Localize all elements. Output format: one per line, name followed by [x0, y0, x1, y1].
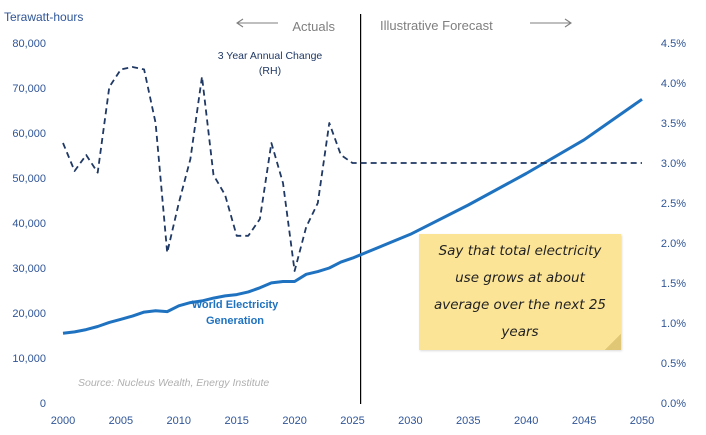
right-tick-label: 0.0%	[661, 398, 686, 410]
source-note: Source: Nucleus Wealth, Energy Institute	[78, 377, 269, 389]
x-tick-label: 2035	[456, 415, 480, 427]
x-tick-label: 2020	[282, 415, 306, 427]
left-tick-label: 0	[40, 398, 46, 410]
right-tick-label: 1.5%	[661, 278, 686, 290]
right-tick-label: 3.5%	[661, 118, 686, 130]
generation-series-label-line2: Generation	[206, 315, 264, 327]
three-year-change-line	[62, 66, 642, 272]
left-tick-label: 50,000	[12, 173, 46, 185]
right-tick-label: 0.5%	[661, 358, 686, 370]
x-tick-label: 2015	[224, 415, 248, 427]
actuals-arrow	[236, 18, 278, 28]
change-series-label-line1: 3 Year Annual Change	[218, 50, 323, 62]
right-tick-label: 4.0%	[661, 78, 686, 90]
change-series-label-line2: (RH)	[259, 65, 281, 77]
sticky-note: Say that total electricity use grows at …	[419, 234, 621, 350]
left-tick-label: 60,000	[12, 128, 46, 140]
forecast-label: Illustrative Forecast	[380, 18, 493, 33]
sticky-note-fold	[605, 334, 621, 350]
x-tick-label: 2045	[572, 415, 596, 427]
left-tick-label: 30,000	[12, 263, 46, 275]
world-generation-line	[62, 98, 643, 335]
x-tick-label: 2000	[51, 415, 75, 427]
x-axis-ticks: 2000 2005 2010 2015 2020 2025 2030 2035 2040 2045…	[51, 415, 654, 427]
actuals-label: Actuals	[292, 19, 335, 34]
sticky-note-text: Say that total electricity use grows at …	[433, 243, 606, 340]
left-tick-label: 20,000	[12, 308, 46, 320]
right-tick-label: 3.0%	[661, 158, 686, 170]
left-tick-label: 80,000	[12, 38, 46, 50]
x-tick-label: 2025	[340, 415, 364, 427]
left-tick-label: 70,000	[12, 83, 46, 95]
x-tick-label: 2040	[514, 415, 538, 427]
right-tick-label: 1.0%	[661, 318, 686, 330]
x-tick-label: 2030	[398, 415, 422, 427]
right-tick-label: 2.0%	[661, 238, 686, 250]
forecast-arrow	[530, 18, 572, 28]
generation-series-label-line1: World Electricity	[192, 299, 279, 311]
left-tick-label: 40,000	[12, 218, 46, 230]
left-axis-ticks: 0 10,000 20,000 30,000 40,000 50,000 60,000 70,…	[12, 38, 46, 410]
left-axis-title: Terawatt-hours	[4, 10, 83, 24]
x-tick-label: 2050	[630, 415, 654, 427]
x-tick-label: 2005	[109, 415, 133, 427]
left-tick-label: 10,000	[12, 353, 46, 365]
right-axis-ticks: 0.0% 0.5% 1.0% 1.5% 2.0% 2.5% 3.0% 3.5% 4.0% 4.5%	[661, 38, 686, 410]
x-tick-label: 2010	[167, 415, 191, 427]
right-tick-label: 2.5%	[661, 198, 686, 210]
right-tick-label: 4.5%	[661, 38, 686, 50]
